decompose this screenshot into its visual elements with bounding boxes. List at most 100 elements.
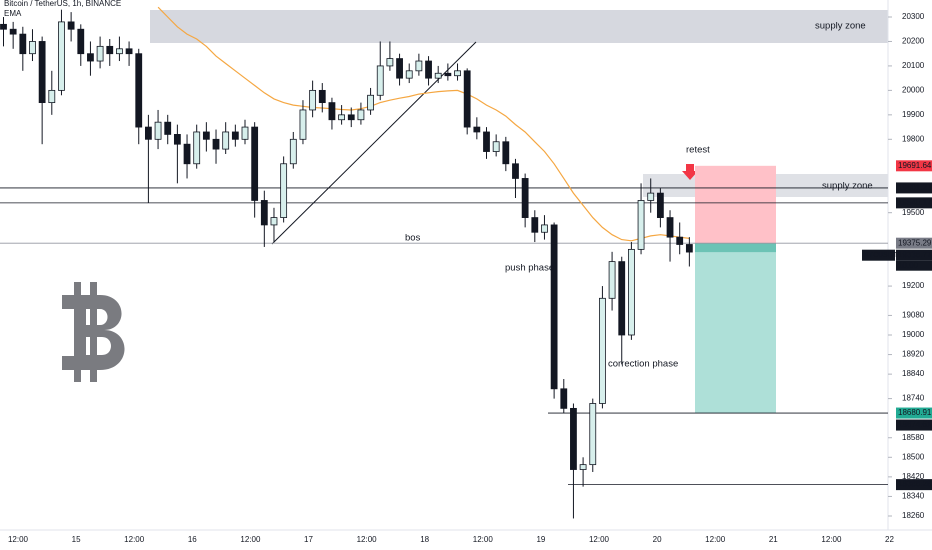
candle-body: [666, 217, 674, 238]
y-tick-label: 18500: [902, 452, 925, 461]
candle-body: [599, 297, 606, 404]
candle-body: [618, 261, 626, 336]
candle-body: [628, 248, 635, 336]
entry-band: [695, 243, 776, 253]
candle-body: [309, 89, 317, 111]
candle-body: [270, 217, 278, 226]
candle-body: [676, 236, 684, 245]
candle-body: [347, 114, 355, 121]
x-tick-label: 15: [72, 535, 81, 544]
candle-body: [531, 217, 539, 233]
symbol-badge: [862, 249, 895, 261]
candle-body: [434, 72, 442, 79]
candle-body: [367, 94, 374, 111]
trend-line: [271, 41, 477, 245]
price-label: 18674.61: [898, 420, 932, 429]
candle-body: [589, 403, 597, 466]
candle-body: [338, 114, 346, 121]
price-label: 19338.77: [898, 250, 932, 259]
price-label-bg: [896, 479, 932, 491]
stop-zone: [695, 165, 776, 244]
candle-body: [96, 45, 104, 62]
x-tick-label: 12:00: [124, 535, 145, 544]
candle-body: [550, 224, 558, 390]
x-tick-label: 12:00: [705, 535, 726, 544]
price-label-bg: [896, 160, 932, 172]
price-label-bg: [896, 249, 932, 261]
candle-body: [106, 45, 114, 55]
candle-body: [415, 60, 423, 72]
x-tick-label: 12:00: [357, 535, 378, 544]
price-label: 19375.29: [898, 238, 932, 247]
candle-body: [144, 126, 152, 140]
target-zone: [695, 243, 776, 414]
price-label-bg: [896, 237, 932, 249]
y-tick-label: 20000: [902, 85, 925, 94]
candle-body: [608, 261, 616, 299]
candle-body: [685, 244, 693, 253]
candle-body: [647, 192, 655, 201]
annotation: correction phase: [608, 359, 678, 370]
candle-body: [164, 121, 172, 135]
price-label-bg: [896, 197, 932, 209]
candle-body: [570, 407, 577, 470]
annotation: bos: [405, 233, 421, 244]
candle-body: [473, 126, 481, 133]
y-tick-label: 19080: [902, 311, 925, 320]
candle-body: [202, 131, 210, 140]
candle-body: [154, 121, 162, 140]
y-tick-label: 18420: [902, 472, 925, 481]
price-label: 18388.28: [898, 480, 932, 489]
x-tick-label: 17: [304, 535, 313, 544]
candle-body: [77, 28, 85, 55]
candle-body: [9, 28, 17, 35]
candle-body: [463, 70, 471, 128]
candle-body: [376, 65, 384, 96]
candle-body: [116, 48, 123, 55]
candle-body: [579, 464, 587, 470]
candle-body: [48, 89, 56, 104]
candle-body: [135, 53, 143, 128]
candle-body: [425, 60, 432, 79]
price-label: 19540.17: [898, 198, 932, 207]
candle-body: [560, 388, 568, 409]
candle-body: [405, 70, 413, 79]
y-tick-label: 19200: [902, 281, 925, 290]
y-tick-label: 20300: [902, 12, 925, 21]
candle-body: [87, 53, 94, 62]
symbol-label: BTCUSDT: [864, 252, 898, 259]
supply-zone-top: [150, 10, 888, 43]
bitcoin-logo: [62, 282, 125, 382]
y-tick-label: 18740: [902, 394, 925, 403]
countdown-label: 10:00: [898, 261, 919, 270]
plot-area: [0, 6, 888, 519]
x-tick-label: 19: [536, 535, 545, 544]
candle-body: [280, 163, 288, 218]
candle-body: [19, 33, 27, 55]
candle-body: [0, 23, 7, 30]
price-label: 18680.91: [898, 408, 932, 417]
candle-body: [251, 126, 259, 201]
candle-body: [637, 200, 645, 250]
candle-body: [38, 41, 46, 104]
y-tick-label: 20100: [902, 61, 925, 70]
candle-body: [541, 224, 548, 233]
x-tick-label: 21: [769, 535, 778, 544]
y-tick-label: 20200: [902, 37, 925, 46]
y-tick-label: 18340: [902, 492, 925, 501]
x-tick-label: 20: [653, 535, 662, 544]
candle-body: [328, 102, 336, 121]
candle-body: [260, 200, 268, 226]
indicator-label: EMA: [4, 9, 22, 18]
candle-body: [318, 89, 326, 104]
candle-body: [521, 178, 529, 218]
countdown-bg: [896, 260, 932, 271]
x-tick-label: 12:00: [240, 535, 261, 544]
annotation: retest: [686, 145, 710, 156]
candle-body: [386, 58, 394, 67]
x-tick-label: 12:00: [589, 535, 610, 544]
price-label: 19691.64: [898, 161, 932, 170]
candle-body: [67, 21, 75, 30]
x-tick-label: 12:00: [473, 535, 494, 544]
y-tick-label: 19800: [902, 134, 925, 143]
